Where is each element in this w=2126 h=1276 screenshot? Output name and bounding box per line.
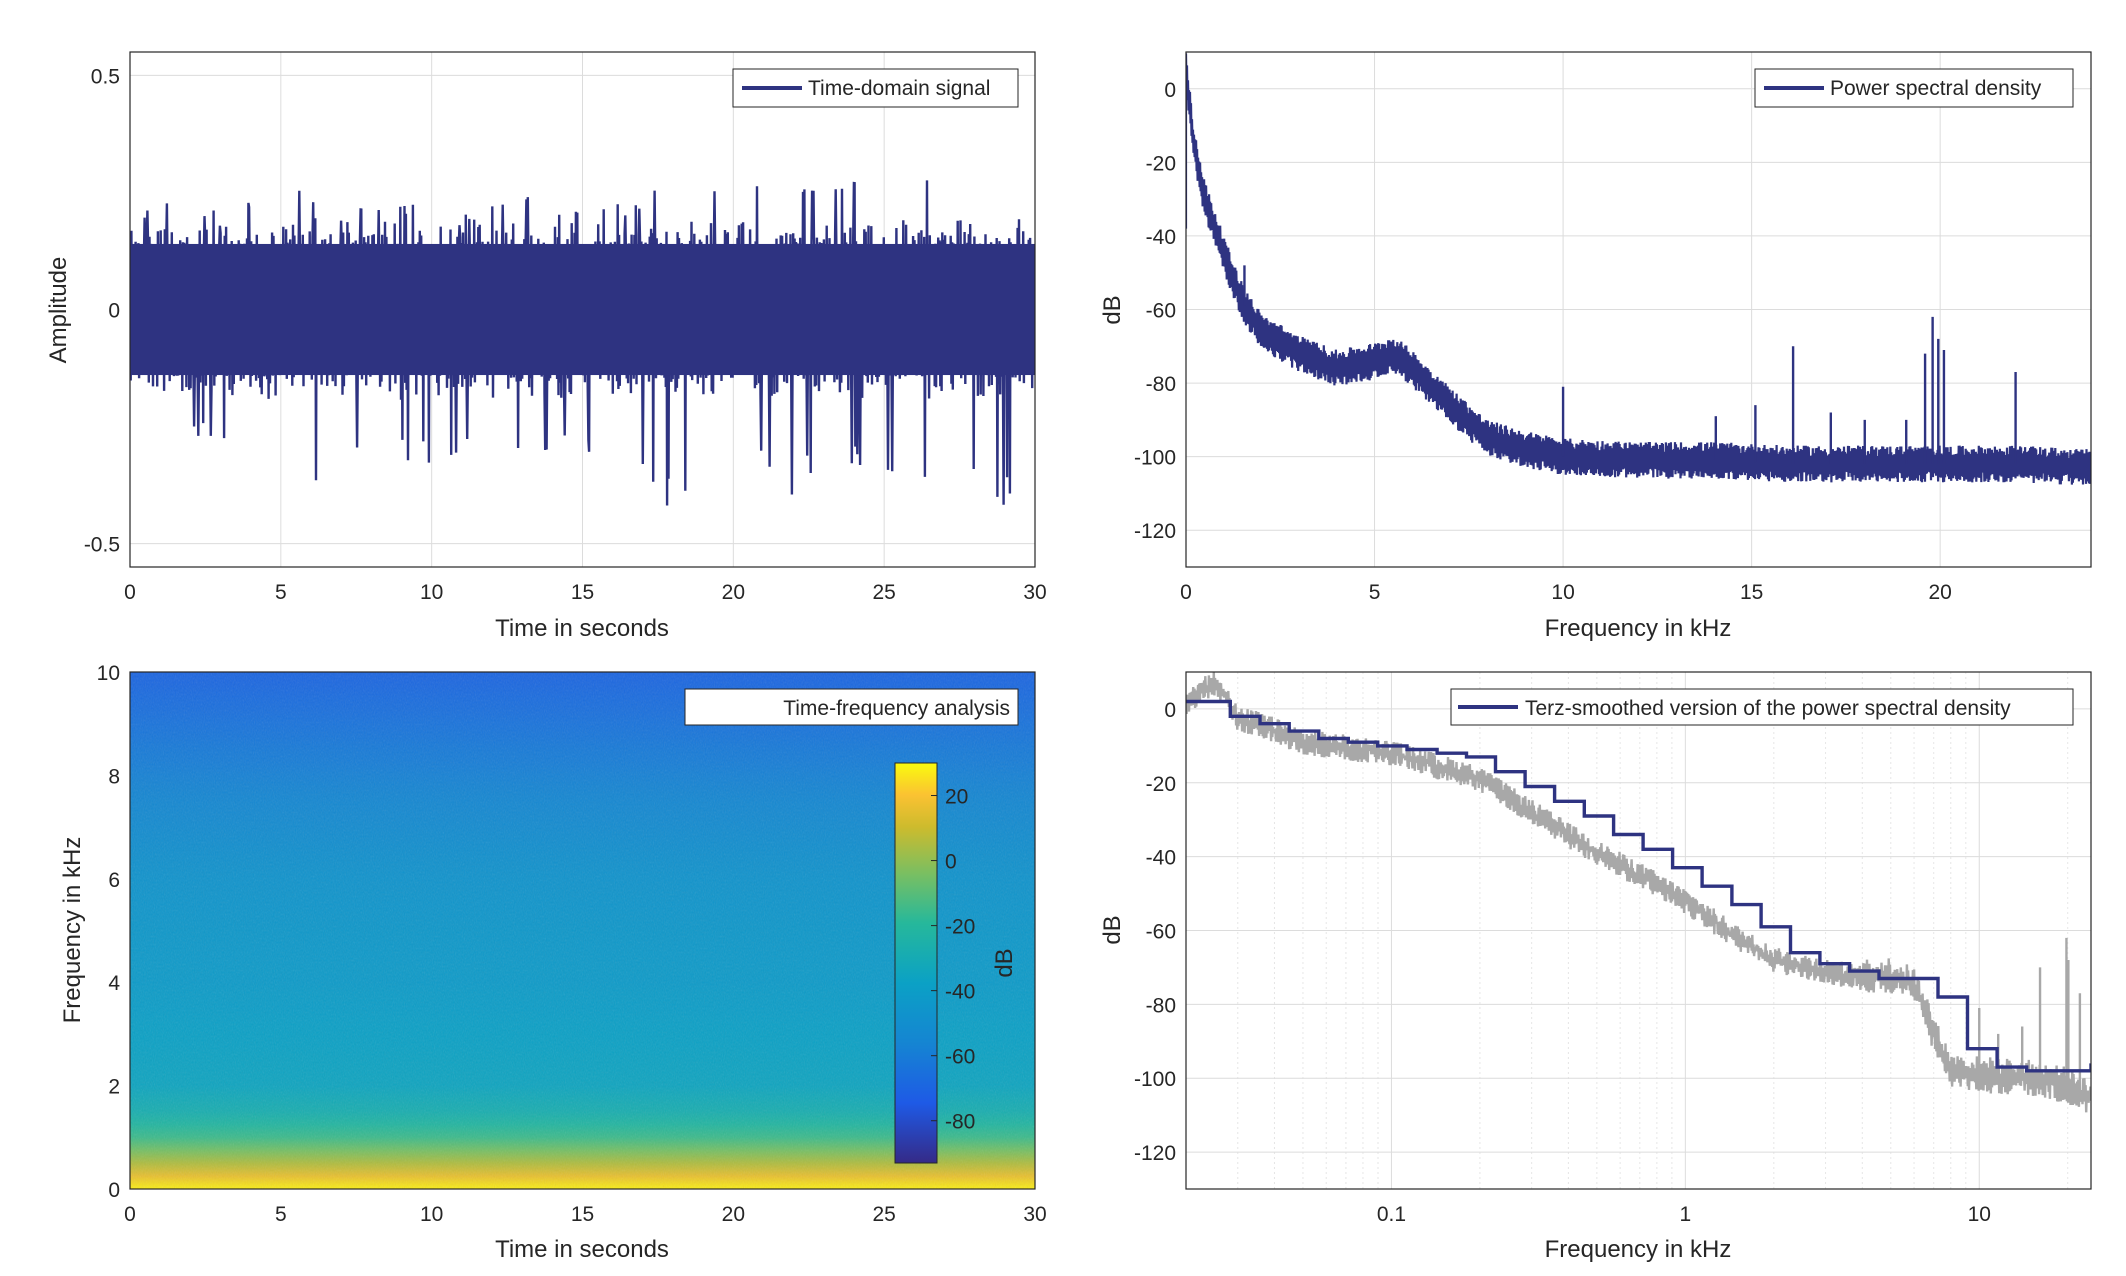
time-legend-label: Time-domain signal: [808, 77, 990, 100]
colorbar-tick: 20: [945, 786, 968, 809]
time-ytick: -0.5: [84, 534, 120, 557]
psd-ytick: -120: [1134, 520, 1176, 543]
terz-axes-box: [1185, 671, 2092, 1190]
time-ytick: 0.5: [91, 65, 120, 88]
spec-xtick: 20: [722, 1203, 745, 1226]
terz-traces: [1186, 672, 2091, 1113]
time-xtick: 15: [571, 581, 594, 604]
spec-xtick: 10: [420, 1203, 443, 1226]
psd-ytick: -20: [1146, 152, 1176, 175]
terz-legend: Terz-smoothed version of the power spect…: [1450, 688, 2074, 726]
spec-tick-labels: 0 5 10 15 20 25 30 0 2 4 6 8 10: [97, 662, 1047, 1226]
spec-xlabel: Time in seconds: [495, 1236, 669, 1263]
time-xtick: 20: [722, 581, 745, 604]
terz-legend-label: Terz-smoothed version of the power spect…: [1525, 697, 2011, 720]
spec-xtick: 30: [1023, 1203, 1046, 1226]
spec-ytick: 6: [108, 869, 120, 892]
terz-grid: [1186, 672, 2091, 1189]
psd-panel: 0 5 10 15 20 0 -20 -40 -60 -80 -100 -120 Frequency …: [1099, 51, 2092, 642]
spectrogram-texture: [130, 672, 1035, 1189]
colorbar-tick: -40: [945, 981, 975, 1004]
terz-tick-labels: 0.1 1 10 0 -20 -40 -60 -80 -100 -120: [1134, 699, 1991, 1226]
terz-raw-psd-line: [1186, 672, 2091, 1113]
terz-ytick: -120: [1134, 1142, 1176, 1165]
time-axes-box: [129, 51, 1036, 568]
psd-ylabel: dB: [1099, 295, 1126, 324]
time-legend: Time-domain signal: [732, 68, 1019, 108]
spec-legend-label: Time-frequency analysis: [783, 697, 1010, 720]
psd-ytick: -80: [1146, 373, 1176, 396]
psd-trace: [1186, 53, 2091, 485]
time-xtick: 10: [420, 581, 443, 604]
colorbar-tick: -20: [945, 916, 975, 939]
time-xtick: 5: [275, 581, 287, 604]
psd-tick-labels: 0 5 10 15 20 0 -20 -40 -60 -80 -100 -120: [1134, 79, 1952, 604]
psd-axes-box: [1185, 51, 2092, 568]
spec-ytick: 0: [108, 1179, 120, 1202]
time-tick-labels: 0 5 10 15 20 25 30 -0.5 0 0.5: [84, 65, 1047, 604]
spec-xtick: 5: [275, 1203, 287, 1226]
psd-xtick: 20: [1928, 581, 1951, 604]
time-signal-trace: [130, 180, 1035, 506]
time-domain-panel: 0 5 10 15 20 25 30 -0.5 0 0.5 Time in seconds Amp…: [45, 51, 1047, 642]
spec-ytick: 4: [108, 972, 120, 995]
psd-ytick: -100: [1134, 447, 1176, 470]
spec-axes-box: [129, 671, 1036, 1190]
psd-ytick: -40: [1146, 226, 1176, 249]
terz-ytick: 0: [1164, 699, 1176, 722]
time-xtick: 25: [872, 581, 895, 604]
spec-xtick: 25: [872, 1203, 895, 1226]
psd-xlabel: Frequency in kHz: [1545, 615, 1732, 642]
terz-xtick: 1: [1679, 1203, 1691, 1226]
terz-smoothed-line: [1186, 699, 2091, 1073]
colorbar-ticks: 20 0 -20 -40 -60 -80: [931, 786, 975, 1134]
terz-ylabel: dB: [1099, 915, 1126, 944]
colorbar-tick: 0: [945, 851, 957, 874]
psd-xtick: 0: [1180, 581, 1192, 604]
spec-ytick: 8: [108, 765, 120, 788]
spectrogram-panel: 0 5 10 15 20 25 30 0 2 4 6 8 10 Time in seconds Freq…: [59, 662, 1047, 1263]
terz-xtick: 10: [1968, 1203, 1991, 1226]
psd-xtick: 5: [1369, 581, 1381, 604]
terz-panel: 0.1 1 10 0 -20 -40 -60 -80 -100 -120 Frequency in…: [1099, 671, 2092, 1263]
spec-xtick: 0: [124, 1203, 136, 1226]
terz-xlabel: Frequency in kHz: [1545, 1236, 1732, 1263]
terz-ytick: -40: [1146, 847, 1176, 870]
time-xtick: 0: [124, 581, 136, 604]
spec-legend: Time-frequency analysis: [684, 688, 1019, 726]
psd-xtick: 15: [1740, 581, 1763, 604]
time-xtick: 30: [1023, 581, 1046, 604]
time-ylabel: Amplitude: [45, 257, 72, 364]
psd-legend-label: Power spectral density: [1830, 77, 2042, 100]
spec-ytick: 2: [108, 1076, 120, 1099]
terz-ytick: -100: [1134, 1068, 1176, 1091]
psd-ytick: -60: [1146, 300, 1176, 323]
colorbar-label: dB: [991, 948, 1018, 977]
spec-ytick: 10: [97, 662, 120, 685]
colorbar-gradient: [894, 762, 938, 1164]
time-xlabel: Time in seconds: [495, 615, 669, 642]
terz-ytick: -60: [1146, 921, 1176, 944]
psd-line: [1186, 53, 2091, 485]
colorbar-tick: -60: [945, 1046, 975, 1069]
spec-xtick: 15: [571, 1203, 594, 1226]
colorbar: 20 0 -20 -40 -60 -80 dB: [894, 762, 1018, 1164]
time-signal-dense-band: [130, 243, 1035, 376]
terz-ytick: -80: [1146, 994, 1176, 1017]
terz-ytick: -20: [1146, 773, 1176, 796]
terz-xtick: 0.1: [1377, 1203, 1406, 1226]
spec-ylabel: Frequency in kHz: [59, 837, 86, 1024]
psd-legend: Power spectral density: [1754, 68, 2074, 108]
psd-xtick: 10: [1551, 581, 1574, 604]
colorbar-tick: -80: [945, 1111, 975, 1134]
time-ytick: 0: [108, 300, 120, 323]
psd-ytick: 0: [1164, 79, 1176, 102]
